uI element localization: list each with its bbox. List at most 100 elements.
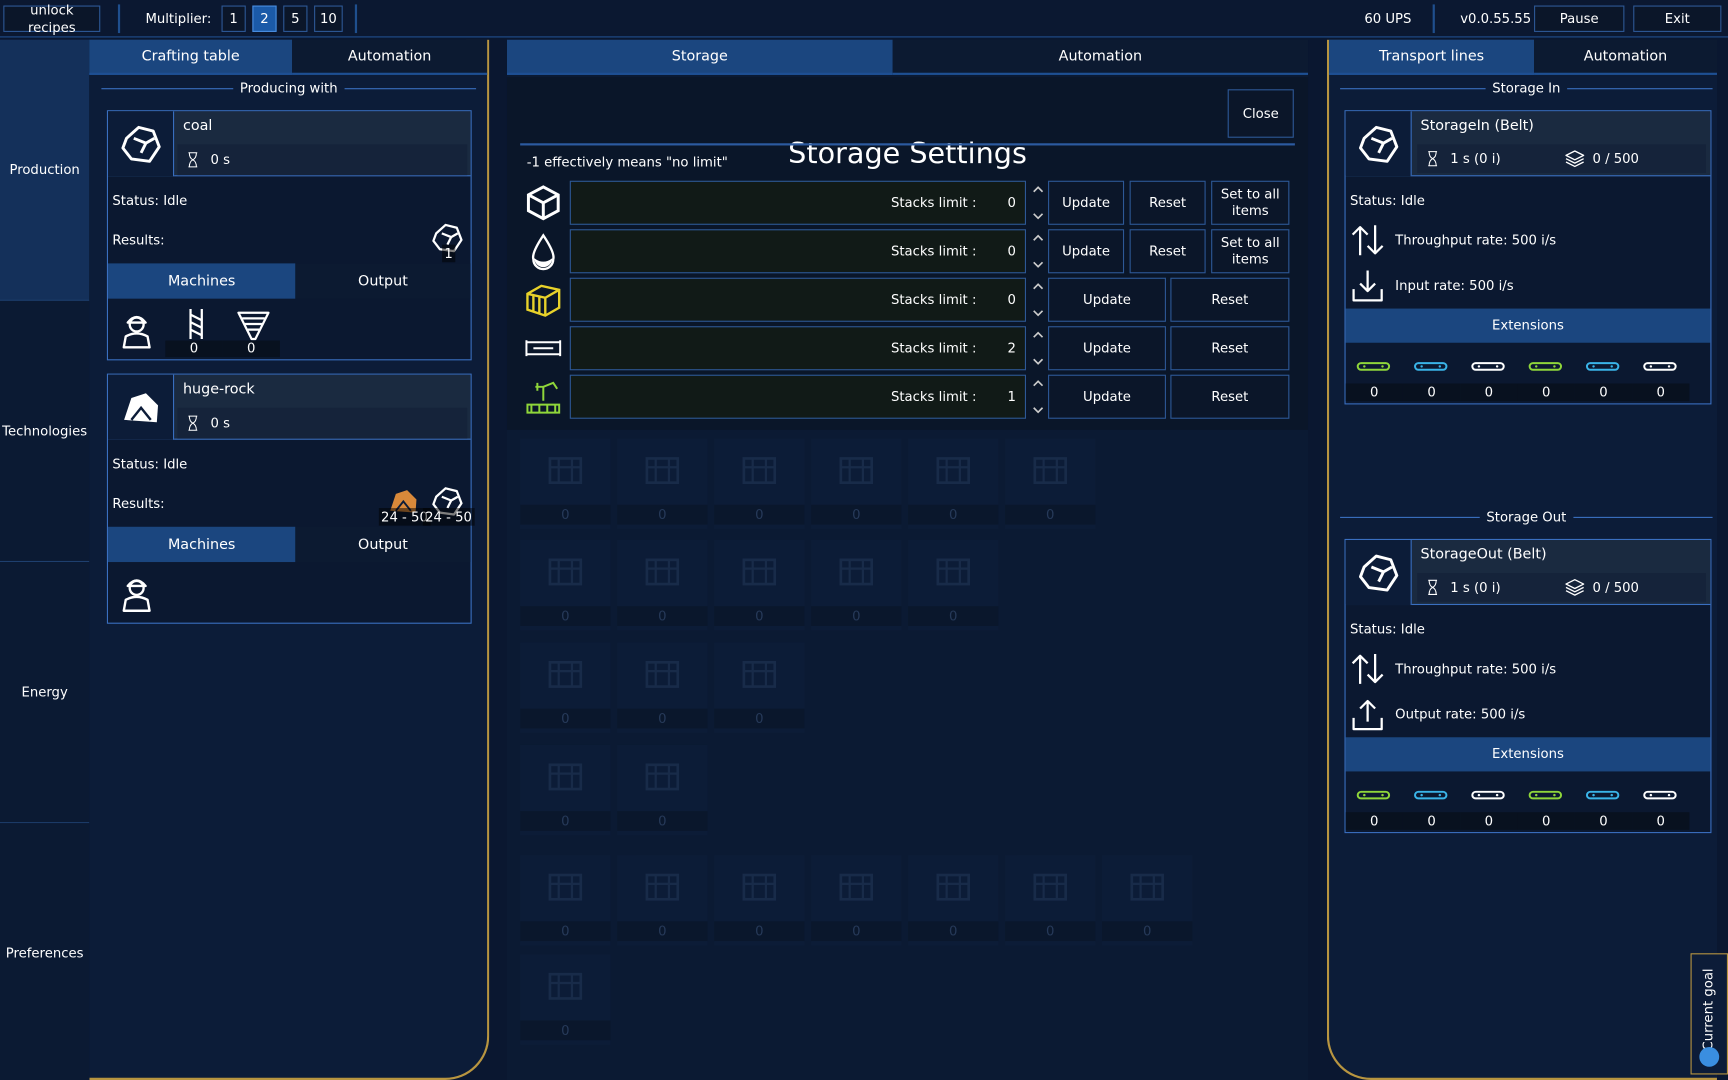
icon-shape bbox=[1420, 365, 1423, 368]
card-tab[interactable]: Output bbox=[295, 263, 471, 299]
icon-shape bbox=[526, 185, 560, 221]
row-button[interactable]: Set to all items bbox=[1211, 180, 1290, 225]
icon-shape bbox=[1351, 225, 1384, 256]
sidebar-tab[interactable]: Preferences bbox=[0, 823, 90, 1080]
panel-tab[interactable]: Crafting table bbox=[89, 39, 293, 75]
extension-count: 0 bbox=[1460, 383, 1518, 402]
row-button[interactable]: Reset bbox=[1129, 180, 1206, 225]
icon-shape bbox=[548, 972, 583, 1000]
inventory-item-icon bbox=[640, 549, 684, 593]
inventory-slot: 0 bbox=[714, 438, 805, 529]
inventory-item-icon bbox=[931, 864, 975, 908]
icon-shape bbox=[130, 405, 152, 421]
extension-count: 0 bbox=[1402, 383, 1461, 402]
inventory-slot: 0 bbox=[714, 855, 805, 946]
icon-shape bbox=[1643, 790, 1677, 800]
icon-shape bbox=[1565, 579, 1585, 596]
close-button[interactable]: Close bbox=[1227, 89, 1294, 138]
limit-value: 0 bbox=[1007, 292, 1016, 308]
inventory-count: 0 bbox=[520, 504, 611, 525]
row-button[interactable]: Reset bbox=[1170, 277, 1290, 322]
icon-shape bbox=[1414, 790, 1448, 800]
row-button[interactable]: Reset bbox=[1170, 326, 1290, 371]
row-button[interactable]: Update bbox=[1048, 229, 1125, 274]
exit-button[interactable]: Exit bbox=[1633, 5, 1722, 32]
icon-shape bbox=[1351, 653, 1384, 684]
storage-capacity: 0 / 500 bbox=[1592, 150, 1639, 167]
icon-shape bbox=[122, 579, 151, 612]
current-goal-label: Current goal bbox=[1700, 968, 1716, 1051]
sidebar-tab[interactable]: Energy bbox=[0, 562, 90, 824]
machine-icon bbox=[117, 305, 157, 353]
icon-shape bbox=[1363, 793, 1366, 797]
machine-icon bbox=[174, 305, 218, 342]
inventory-count: 0 bbox=[520, 708, 611, 729]
icon-shape bbox=[526, 381, 561, 414]
recipe-time: 0 s bbox=[210, 152, 230, 168]
icon-shape bbox=[1471, 790, 1505, 800]
panel-tab[interactable]: Automation bbox=[892, 39, 1309, 75]
row-button[interactable]: Reset bbox=[1170, 374, 1290, 419]
inventory-item-icon bbox=[543, 549, 587, 593]
icon-shape bbox=[526, 381, 561, 414]
unlock-recipes-button[interactable]: unlock recipes bbox=[3, 2, 101, 35]
icon-shape bbox=[534, 258, 553, 268]
section-title: Storage Out bbox=[1479, 508, 1573, 526]
icon-shape bbox=[1130, 873, 1164, 901]
icon-shape bbox=[839, 457, 874, 485]
item-icon bbox=[523, 328, 563, 368]
panel-tab[interactable]: Automation bbox=[292, 39, 488, 75]
inventory-slot: 0 bbox=[714, 539, 805, 631]
row-button[interactable]: Update bbox=[1048, 180, 1125, 225]
card-tab[interactable]: Machines bbox=[107, 263, 296, 299]
icon-shape bbox=[188, 152, 198, 168]
row-button[interactable]: Reset bbox=[1129, 229, 1206, 274]
inventory-count: 0 bbox=[714, 504, 805, 525]
icon-shape bbox=[1033, 331, 1044, 365]
multiplier-button[interactable]: 1 bbox=[221, 5, 246, 32]
panel-tab[interactable]: Storage bbox=[506, 39, 893, 75]
inventory-count: 0 bbox=[908, 504, 999, 525]
spinner-arrows[interactable] bbox=[1030, 181, 1045, 225]
throughput-icon bbox=[1349, 650, 1386, 687]
row-button[interactable]: Set to all items bbox=[1211, 229, 1290, 274]
hourglass-icon bbox=[1424, 149, 1442, 169]
icon-shape bbox=[1649, 793, 1653, 797]
spinner-arrows[interactable] bbox=[1030, 326, 1045, 370]
row-button[interactable]: Update bbox=[1048, 277, 1166, 322]
inventory-count: 0 bbox=[617, 504, 708, 525]
spinner-arrows[interactable] bbox=[1030, 229, 1045, 273]
spinner-arrows[interactable] bbox=[1030, 278, 1045, 322]
icon-shape bbox=[1565, 150, 1585, 168]
panel-tab[interactable]: Transport lines bbox=[1329, 39, 1535, 75]
spinner-arrows[interactable] bbox=[1030, 375, 1045, 419]
row-button[interactable]: Update bbox=[1048, 326, 1166, 371]
sidebar-tab[interactable]: Production bbox=[0, 39, 90, 301]
row-button[interactable]: Update bbox=[1048, 374, 1166, 419]
icon-shape bbox=[441, 495, 459, 509]
crafting-panel: Crafting table Automation Producing with co… bbox=[89, 39, 490, 1080]
inventory-count: 0 bbox=[520, 606, 611, 626]
card-tab[interactable]: Output bbox=[295, 526, 471, 563]
multiplier-button[interactable]: 10 bbox=[314, 5, 343, 32]
panel-tab[interactable]: Automation bbox=[1534, 39, 1717, 75]
pause-button[interactable]: Pause bbox=[1534, 5, 1625, 32]
multiplier-button[interactable]: 5 bbox=[283, 5, 308, 32]
multiplier-button[interactable]: 2 bbox=[252, 5, 277, 32]
icon-shape bbox=[1356, 362, 1391, 371]
icon-shape bbox=[1592, 793, 1595, 797]
icon-shape bbox=[1381, 365, 1384, 368]
sidebar-tab[interactable]: Technologies bbox=[0, 300, 90, 563]
icon-shape bbox=[1414, 362, 1448, 371]
icon-shape bbox=[1414, 362, 1448, 371]
throughput-icon bbox=[1349, 222, 1386, 259]
icon-shape bbox=[742, 661, 777, 688]
icon-shape bbox=[742, 558, 777, 586]
storage-panel: Storage Automation 0 0 0 0 0 0 0 0 0 0 0 0 0 0 0 0 0 0 0 0 0 0 0… bbox=[506, 39, 1309, 1080]
inventory-item-icon bbox=[834, 549, 878, 593]
icon-shape bbox=[432, 223, 463, 253]
current-goal-button[interactable]: Current goal bbox=[1690, 953, 1728, 1075]
result-icon bbox=[385, 483, 422, 520]
card-tab[interactable]: Machines bbox=[107, 526, 296, 563]
icon-shape bbox=[525, 340, 562, 357]
